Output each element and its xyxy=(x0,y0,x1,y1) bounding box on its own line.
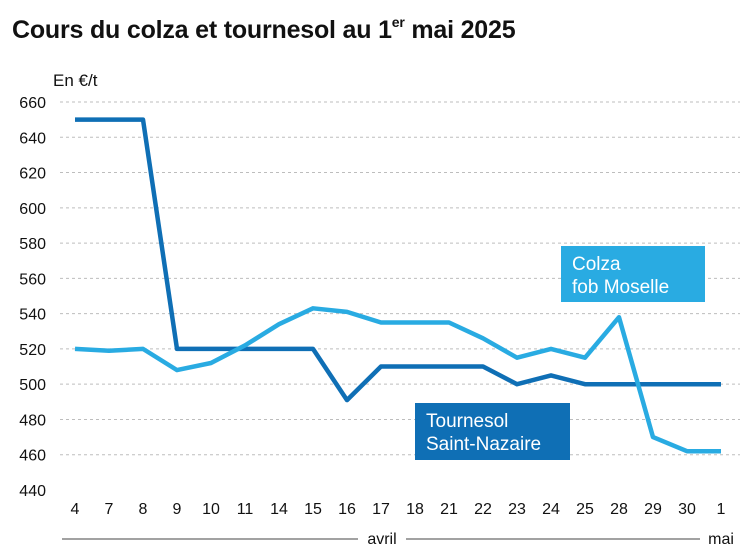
x-tick-label: 23 xyxy=(508,501,526,518)
x-tick-label: 10 xyxy=(202,501,220,518)
series-line-tournesol xyxy=(75,117,721,403)
series-label-box-tournesol xyxy=(415,403,570,460)
series-label-colza-line1: Colza xyxy=(572,254,621,275)
y-tick-label: 460 xyxy=(19,448,46,465)
x-tick-label: 30 xyxy=(678,501,696,518)
x-tick-label: 17 xyxy=(372,501,390,518)
y-tick-label: 500 xyxy=(19,377,46,394)
x-tick-label: 8 xyxy=(139,501,148,518)
series-label-tournesol: Tournesol Saint-Nazaire xyxy=(415,403,570,460)
y-tick-label: 580 xyxy=(19,236,46,253)
month-label-avril: avril xyxy=(367,531,396,548)
chart-title: Cours du colza et tournesol au 1er mai 2… xyxy=(12,14,516,45)
y-tick-label: 600 xyxy=(19,201,46,218)
x-tick-label: 16 xyxy=(338,501,356,518)
x-tick-label: 4 xyxy=(71,501,80,518)
y-axis-ticks: 440 460 480 500 520 540 560 580 600 620 640 660 xyxy=(19,95,46,500)
y-tick-label: 660 xyxy=(19,95,46,112)
chart-title-superscript: er xyxy=(391,14,405,30)
y-tick-label: 520 xyxy=(19,342,46,359)
series-label-colza-line2: fob Moselle xyxy=(572,277,669,298)
y-tick-label: 480 xyxy=(19,412,46,429)
chart-title-main: Cours du colza et tournesol au 1 xyxy=(12,16,392,44)
series-label-tournesol-line1: Tournesol xyxy=(426,411,508,432)
y-tick-label: 540 xyxy=(19,307,46,324)
y-tick-label: 560 xyxy=(19,271,46,288)
series-label-tournesol-line2: Saint-Nazaire xyxy=(426,434,541,455)
y-tick-label: 440 xyxy=(19,483,46,500)
x-tick-label: 22 xyxy=(474,501,492,518)
chart-title-tail: mai 2025 xyxy=(404,16,516,44)
month-label-mai: mai xyxy=(708,531,734,548)
x-tick-label: 24 xyxy=(542,501,560,518)
x-tick-label: 11 xyxy=(237,501,254,518)
y-axis-label: En €/t xyxy=(53,71,98,90)
x-axis-ticks: 4 7 8 9 10 11 14 15 16 17 18 21 22 23 24 25 28 29 30 1 xyxy=(71,501,726,518)
x-tick-label: 25 xyxy=(576,501,594,518)
x-tick-label: 15 xyxy=(304,501,322,518)
month-labels: avril mai xyxy=(62,531,734,548)
x-tick-label: 1 xyxy=(717,501,726,518)
series-lines xyxy=(74,117,721,454)
x-tick-label: 14 xyxy=(270,501,288,518)
y-tick-label: 640 xyxy=(19,130,46,147)
series-line-colza xyxy=(74,306,721,454)
x-tick-label: 28 xyxy=(610,501,628,518)
x-tick-label: 21 xyxy=(440,501,458,518)
x-tick-label: 29 xyxy=(644,501,662,518)
y-tick-label: 620 xyxy=(19,166,46,183)
x-tick-label: 18 xyxy=(406,501,424,518)
x-tick-label: 9 xyxy=(173,501,182,518)
x-tick-label: 7 xyxy=(105,501,114,518)
series-label-box-colza xyxy=(561,246,705,302)
series-label-colza: Colza fob Moselle xyxy=(561,246,705,302)
